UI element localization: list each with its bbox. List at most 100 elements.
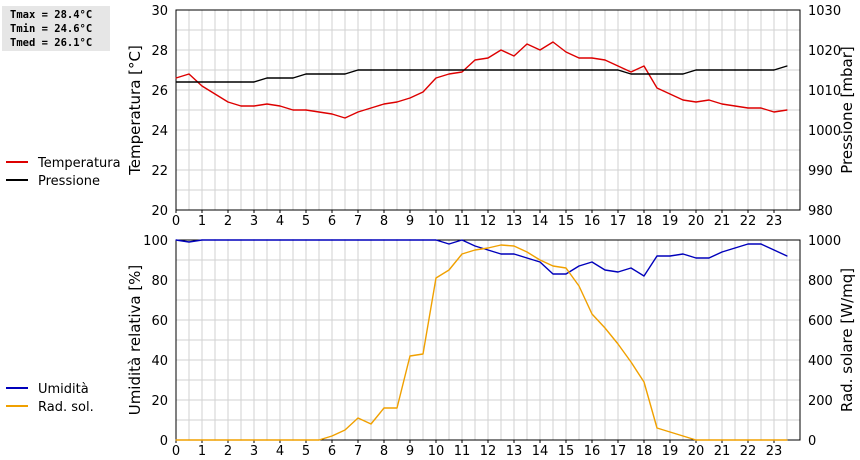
data-point [747,69,749,71]
x-tick-label: 14 [532,444,549,459]
data-point [773,69,775,71]
data-point [513,245,515,247]
data-point [331,239,333,241]
data-point [591,261,593,263]
data-point [461,253,463,255]
y-right-tick-label: 400 [808,354,833,369]
data-point [266,103,268,105]
data-point [305,73,307,75]
y-left-tick-label: 60 [151,314,168,329]
data-point [539,261,541,263]
data-point [773,111,775,113]
data-point [331,73,333,75]
data-point [487,249,489,251]
x-tick-label: 6 [328,214,336,229]
data-point [539,259,541,261]
data-point [396,101,398,103]
x-tick-label: 16 [584,214,601,229]
data-point [344,239,346,241]
data-point [617,65,619,67]
data-point [370,69,372,71]
data-point [669,431,671,433]
data-point [682,435,684,437]
data-point [201,439,203,441]
data-point [266,239,268,241]
y-left-tick-label: 20 [151,204,168,219]
data-point [279,77,281,79]
stats-tmin: Tmin = 24.6°C [10,23,93,35]
data-point [188,81,190,83]
data-point [695,257,697,259]
data-point [422,91,424,93]
data-point [253,81,255,83]
data-point [201,85,203,87]
y-left-tick-label: 40 [151,354,168,369]
data-point [500,244,502,246]
data-point [565,273,567,275]
data-point [643,73,645,75]
data-point [526,257,528,259]
data-point [279,239,281,241]
data-point [461,239,463,241]
data-point [292,239,294,241]
y-right-tick-label: 1030 [808,4,841,19]
data-point [357,69,359,71]
data-point [669,93,671,95]
data-point [279,105,281,107]
data-point [513,55,515,57]
x-tick-label: 23 [766,444,783,459]
x-tick-label: 7 [354,444,362,459]
data-point [617,343,619,345]
data-point [578,265,580,267]
data-point [721,439,723,441]
data-point [669,73,671,75]
x-tick-label: 4 [276,444,284,459]
data-point [682,73,684,75]
x-tick-label: 11 [454,214,471,229]
data-point [591,313,593,315]
y-left-axis-title: Umidità relativa [%] [126,265,144,416]
data-point [305,239,307,241]
data-point [708,99,710,101]
x-tick-label: 8 [380,214,388,229]
data-point [344,429,346,431]
data-point [461,69,463,71]
data-point [786,109,788,111]
data-point [201,81,203,83]
y-right-tick-label: 200 [808,394,833,409]
legend-label: Umidità [38,382,89,397]
data-point [253,239,255,241]
y-right-tick-label: 1010 [808,84,841,99]
data-point [448,69,450,71]
data-point [305,439,307,441]
y-right-axis-title: Rad. solare [W/mq] [838,268,856,412]
y-right-tick-label: 1000 [808,234,841,249]
data-point [305,109,307,111]
y-right-tick-label: 1000 [808,124,841,139]
data-point [357,111,359,113]
data-point [708,439,710,441]
x-tick-label: 12 [480,214,497,229]
data-point [175,439,177,441]
data-point [760,107,762,109]
legend-label: Rad. sol. [38,400,94,415]
data-point [240,105,242,107]
data-point [448,243,450,245]
data-point [747,439,749,441]
data-point [591,57,593,59]
data-point [227,81,229,83]
data-point [175,239,177,241]
data-point [383,239,385,241]
data-point [539,69,541,71]
data-point [604,327,606,329]
x-tick-label: 4 [276,214,284,229]
data-point [227,101,229,103]
data-point [448,269,450,271]
data-point [240,81,242,83]
data-point [214,439,216,441]
y-right-tick-label: 990 [808,164,833,179]
data-point [370,239,372,241]
data-point [474,69,476,71]
data-point [552,265,554,267]
